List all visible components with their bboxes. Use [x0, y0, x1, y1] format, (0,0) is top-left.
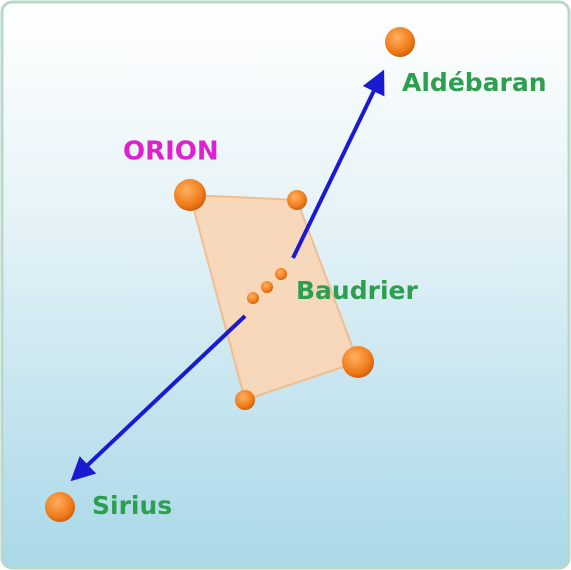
- star: [235, 390, 255, 410]
- page: ORION Aldébaran Baudrier Sirius (() => {…: [0, 0, 571, 570]
- star: [342, 346, 374, 378]
- star-label: Baudrier: [296, 276, 418, 305]
- star-label: Sirius: [92, 491, 172, 520]
- belt-star: [247, 292, 259, 304]
- star: [45, 492, 75, 522]
- diagram: ORION Aldébaran Baudrier Sirius: [0, 0, 571, 570]
- belt-star: [275, 268, 287, 280]
- star: [287, 190, 307, 210]
- constellation-label: ORION: [123, 137, 219, 167]
- star: [174, 179, 206, 211]
- star: [385, 27, 415, 57]
- belt-star: [261, 281, 273, 293]
- star-label: Aldébaran: [402, 68, 547, 97]
